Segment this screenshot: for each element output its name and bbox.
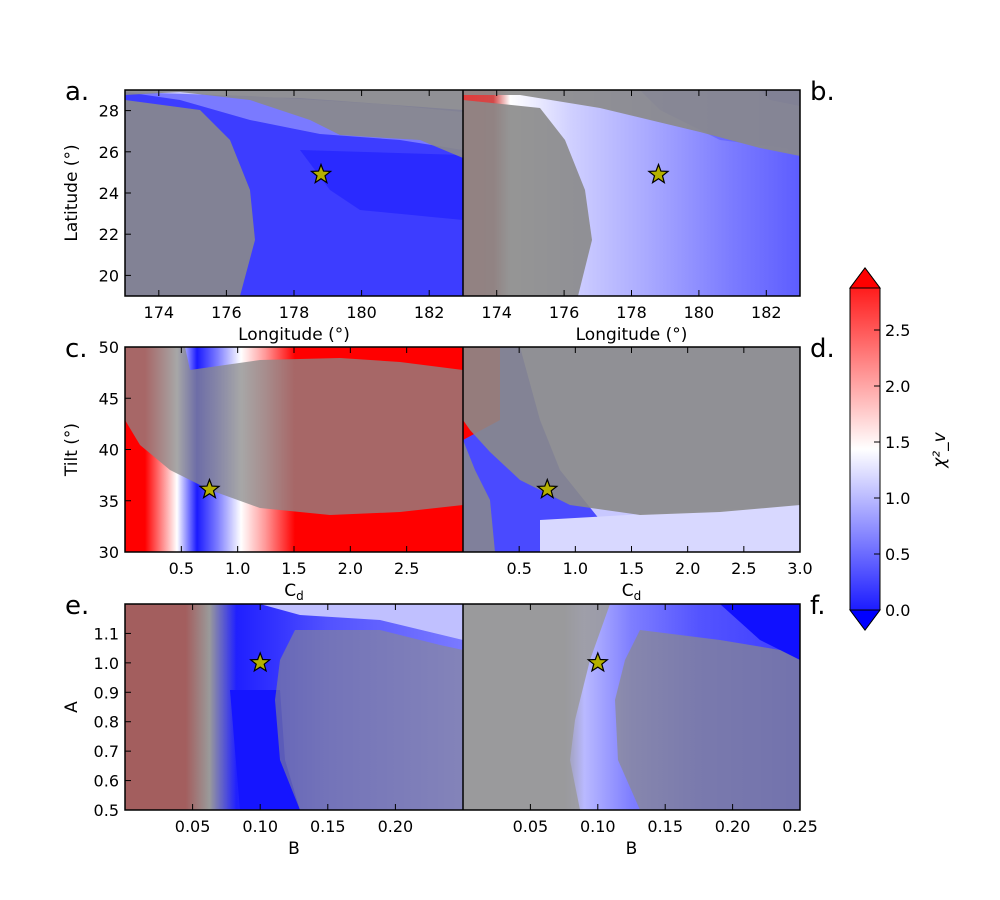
colorbar: 0.0 0.5 1.0 1.5 2.0 2.5 χ²_v: [849, 267, 950, 631]
star-marker: [249, 651, 272, 673]
y-tick-label: 0.5: [94, 801, 119, 820]
x-tick-label: 0.10: [242, 817, 278, 836]
x-tick-label: 0.15: [310, 817, 346, 836]
x-tick-label: 1.0: [225, 559, 250, 578]
x-tick-label: 0.05: [175, 817, 211, 836]
panel-letter: b.: [810, 77, 835, 107]
y-tick-label: 35: [99, 492, 119, 511]
x-tick-label: 0.20: [378, 817, 414, 836]
x-tick-label: 178: [279, 303, 310, 322]
y-tick-label: 30: [99, 543, 119, 562]
panel-d-mask: [463, 347, 800, 552]
x-tick-label: 180: [346, 303, 377, 322]
colorbar-tick-label: 2.5: [885, 321, 910, 340]
star-marker: [586, 651, 609, 673]
x-tick-label: 0.20: [715, 817, 751, 836]
x-tick-label: 0.5: [506, 559, 531, 578]
colorbar-tick-label: 1.0: [885, 489, 910, 508]
colorbar-tick-label: 0.5: [885, 545, 910, 564]
y-tick-label: 0.7: [94, 742, 119, 761]
panel-0-axes: a. 174 176 178 180 182 20 22 24 26 28 Longitude (°)…: [62, 77, 444, 345]
y-tick-label: 1.1: [94, 624, 119, 643]
x-tick-label: 0.05: [513, 817, 549, 836]
star-marker: [198, 477, 221, 499]
panel-f-mask: [463, 604, 800, 810]
x-axis-label: Longitude (°): [576, 325, 688, 345]
panel-b-mask: [463, 90, 800, 296]
x-tick-label: 1.0: [563, 559, 588, 578]
axes-layer: a. 174 176 178 180 182 20 22 24 26 28 Longitude (°)…: [62, 77, 835, 859]
panel-2-axes: c. 0.5 1.0 1.5 2.0 2.5 30 35 40 45 50 Cd Tilt (°): [62, 334, 419, 603]
x-tick-label: 3.0: [787, 559, 812, 578]
star-marker: [309, 162, 333, 184]
y-axis-label: Latitude (°): [62, 144, 82, 241]
y-tick-label: 50: [99, 338, 119, 357]
x-axis-label: Cd: [622, 581, 642, 603]
x-tick-label: 2.5: [394, 559, 419, 578]
colorbar-tick-label: 1.5: [885, 433, 910, 452]
x-axis-label: Cd: [284, 581, 304, 603]
y-tick-label: 1.0: [94, 654, 119, 673]
x-tick-label: 182: [414, 303, 445, 322]
star-marker: [536, 477, 559, 500]
x-tick-label: 1.5: [281, 559, 306, 578]
x-tick-label: 2.5: [731, 559, 756, 578]
colorbar-tick-label: 0.0: [885, 601, 910, 620]
panel-letter: a.: [65, 77, 89, 107]
y-tick-label: 20: [99, 266, 119, 285]
x-tick-label: 1.5: [619, 559, 644, 578]
y-tick-label: 40: [99, 441, 119, 460]
colorbar-label: χ²_v: [930, 431, 950, 468]
x-tick-label: 174: [481, 303, 512, 322]
x-axis-label: B: [288, 839, 300, 859]
x-tick-label: 178: [616, 303, 647, 322]
y-axis-label: Tilt (°): [62, 423, 82, 477]
x-axis-label: Longitude (°): [238, 325, 350, 345]
x-tick-label: 182: [751, 303, 782, 322]
panel-letter: e.: [65, 591, 89, 621]
panel-c-mask: [125, 347, 463, 515]
panel-a-mask: [125, 90, 463, 296]
y-tick-label: 26: [99, 143, 119, 162]
panel-letter: f.: [810, 591, 826, 621]
colorbar-body: [849, 267, 881, 631]
panel-5-axes: f. 0.05 0.10 0.15 0.20 0.25 B: [513, 591, 826, 859]
panel-letter: d.: [810, 334, 835, 364]
panel-e-mask: [275, 630, 463, 810]
panel-3-axes: d. 0.5 1.0 1.5 2.0 2.5 3.0 Cd: [506, 334, 834, 603]
y-tick-label: 45: [99, 389, 119, 408]
colorbar-top-cap: [849, 267, 881, 289]
y-tick-label: 24: [99, 184, 119, 203]
x-tick-label: 2.0: [675, 559, 700, 578]
x-axis-label: B: [626, 839, 638, 859]
x-tick-label: 180: [684, 303, 715, 322]
colorbar-ticks: 0.0 0.5 1.0 1.5 2.0 2.5: [874, 321, 910, 620]
x-tick-label: 176: [549, 303, 580, 322]
x-tick-label: 0.15: [647, 817, 683, 836]
colorbar-bottom-cap: [849, 609, 881, 631]
colorbar-tick-label: 2.0: [885, 377, 910, 396]
star-marker: [647, 162, 670, 184]
y-axis-label: A: [62, 701, 82, 713]
y-tick-label: 0.6: [94, 772, 119, 791]
x-tick-label: 176: [211, 303, 242, 322]
panel-letter: c.: [65, 334, 88, 364]
panel-4-axes: e. 0.05 0.10 0.15 0.20 0.5 0.6 0.7 0.8 0.9 1.0 1.1 B…: [62, 591, 413, 859]
panel-1-axes: b. 174 176 178 180 182 Longitude (°): [481, 77, 834, 345]
x-tick-label: 0.10: [580, 817, 616, 836]
x-tick-label: 174: [144, 303, 175, 322]
y-tick-label: 22: [99, 225, 119, 244]
y-tick-label: 0.9: [94, 683, 119, 702]
x-tick-label: 2.0: [338, 559, 363, 578]
y-tick-label: 0.8: [94, 713, 119, 732]
x-tick-label: 0.5: [169, 559, 194, 578]
x-tick-label: 0.25: [782, 817, 818, 836]
y-tick-label: 28: [99, 102, 119, 121]
